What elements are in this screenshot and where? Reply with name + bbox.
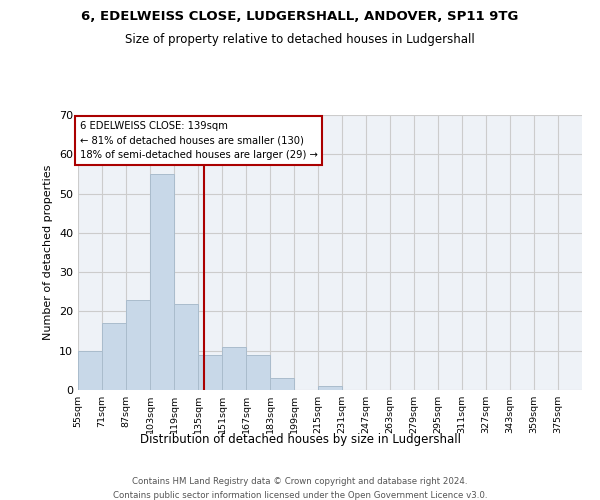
Text: 6 EDELWEISS CLOSE: 139sqm
← 81% of detached houses are smaller (130)
18% of semi: 6 EDELWEISS CLOSE: 139sqm ← 81% of detac…: [79, 121, 317, 160]
Bar: [102, 323, 126, 390]
Bar: [78, 350, 102, 390]
Text: Distribution of detached houses by size in Ludgershall: Distribution of detached houses by size …: [139, 432, 461, 446]
Bar: [174, 304, 198, 390]
Bar: [126, 300, 150, 390]
Text: Contains HM Land Registry data © Crown copyright and database right 2024.: Contains HM Land Registry data © Crown c…: [132, 478, 468, 486]
Bar: [318, 386, 342, 390]
Bar: [222, 347, 246, 390]
Bar: [150, 174, 174, 390]
Bar: [198, 354, 222, 390]
Y-axis label: Number of detached properties: Number of detached properties: [43, 165, 53, 340]
Bar: [270, 378, 294, 390]
Text: Size of property relative to detached houses in Ludgershall: Size of property relative to detached ho…: [125, 32, 475, 46]
Text: Contains public sector information licensed under the Open Government Licence v3: Contains public sector information licen…: [113, 491, 487, 500]
Text: 6, EDELWEISS CLOSE, LUDGERSHALL, ANDOVER, SP11 9TG: 6, EDELWEISS CLOSE, LUDGERSHALL, ANDOVER…: [82, 10, 518, 23]
Bar: [246, 354, 270, 390]
